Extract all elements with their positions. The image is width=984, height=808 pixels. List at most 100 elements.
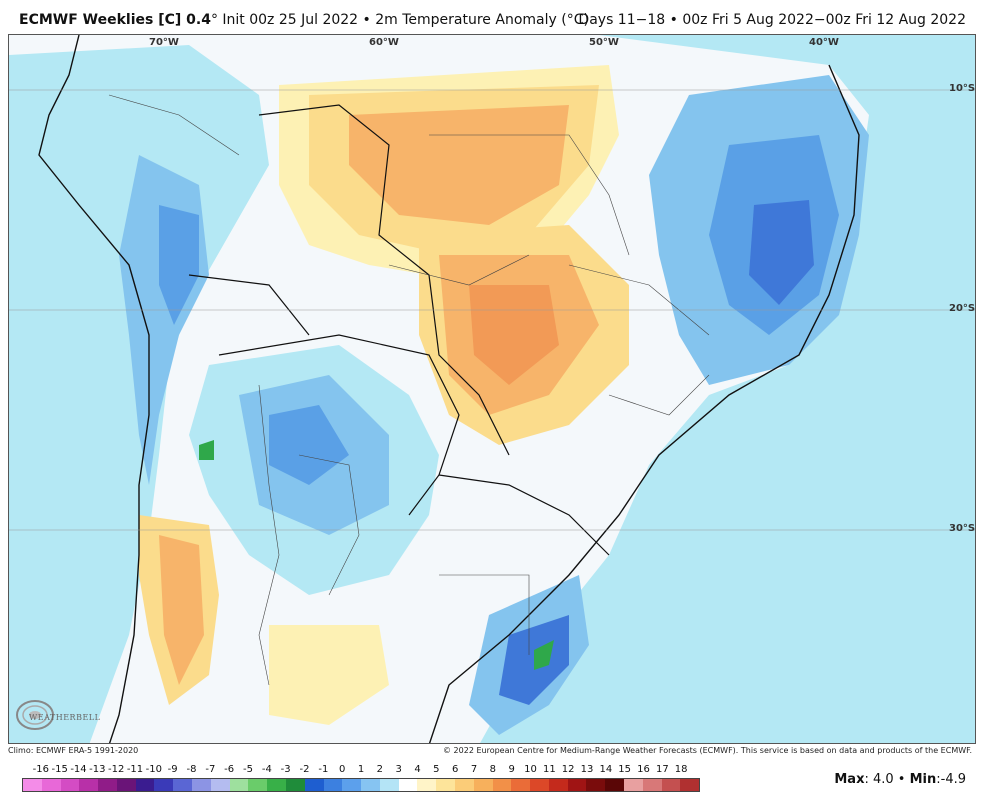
colorbar-tick-label: 15: [618, 764, 632, 775]
colorbar-tick-label: 14: [599, 764, 613, 775]
colorbar-tick-label: -7: [205, 764, 216, 775]
colorbar-segment: [642, 779, 662, 791]
colorbar-segment: [454, 779, 474, 791]
colorbar-tick-label: -6: [224, 764, 235, 775]
colorbar-segment: [417, 779, 437, 791]
colorbar-tick-label: -14: [70, 764, 87, 775]
title-description: Init 00z 25 Jul 2022 • 2m Temperature An…: [217, 12, 589, 28]
colorbar-tick-label: 10: [524, 764, 537, 775]
colorbar-tick-label: 3: [395, 764, 402, 775]
lon-label-70w: 70°W: [149, 37, 179, 48]
max-min-separator: •: [893, 772, 910, 787]
colorbar-tick-label: -12: [107, 764, 125, 775]
colorbar-tick-label: 18: [674, 764, 688, 775]
colorbar-tick-label: 6: [451, 764, 459, 775]
colorbar-tick-label: 1: [357, 764, 365, 775]
colorbar-tick-label: -9: [167, 764, 178, 775]
anomaly-andes-core: [159, 205, 199, 325]
lat-label-10s: 10°S: [949, 83, 976, 94]
colorbar-tick-label: -15: [51, 764, 68, 775]
coastline-west: [38, 35, 150, 743]
colorbar-segment: [98, 779, 117, 791]
colorbar-tick-label: 12: [561, 764, 575, 775]
colorbar-tick-label: 8: [489, 764, 497, 775]
colorbar-segment: [361, 779, 380, 791]
colorbar-segment: [210, 779, 230, 791]
colorbar-tick-label: -1: [318, 764, 329, 775]
colorbar-segment: [511, 779, 531, 791]
colorbar-tick-label: 9: [508, 764, 515, 775]
anomaly-min-green: [534, 640, 554, 670]
colorbar-tick-label: -2: [299, 764, 310, 775]
map-title: ECMWF Weeklies [C] 0.4° Init 00z 25 Jul …: [19, 12, 589, 28]
colorbar-segment: [436, 779, 455, 791]
colorbar-segment: [79, 779, 99, 791]
colorbar-tick-label: -5: [243, 764, 253, 775]
colorbar-segment: [473, 779, 493, 791]
colorbar-segment: [248, 779, 268, 791]
colorbar-segment: [304, 779, 324, 791]
colorbar-tick-label: 16: [637, 764, 650, 775]
colorbar-tick-label: -8: [186, 764, 197, 775]
colorbar-segment: [135, 779, 155, 791]
colorbar-segment: [398, 779, 418, 791]
colorbar-labels: -16 -15 -14 -13 -12 -11 -10 -9 -8 -7 -6 -5 -4 -3 -2 -1 0…: [22, 764, 700, 776]
valid-period: Days 11−18 • 00z Fri 5 Aug 2022−00z Fri …: [578, 12, 966, 28]
colorbar-tick-label: 0: [338, 764, 346, 775]
lon-label-60w: 60°W: [369, 37, 399, 48]
colorbar-tick-label: 4: [414, 764, 421, 775]
border-brazil-west: [258, 104, 510, 456]
colorbar-tick-label: -16: [32, 764, 49, 775]
header: ECMWF Weeklies [C] 0.4° Init 00z 25 Jul …: [0, 0, 984, 34]
colorbar-tick-label: 13: [580, 764, 594, 775]
colorbar-segment: [530, 779, 549, 791]
colorbar-segment: [116, 779, 136, 791]
colorbar-tick-label: -13: [89, 764, 106, 775]
min-value: :-4.9: [936, 772, 966, 787]
colorbar-segment: [680, 779, 700, 791]
max-value: : 4.0: [864, 772, 894, 787]
state-lines: [108, 94, 710, 686]
anomaly-central-core: [269, 405, 349, 485]
anomaly-east-brazil-deep: [749, 200, 814, 305]
border-uruguay: [438, 474, 610, 556]
colorbar-segment: [154, 779, 174, 791]
copyright-note: © 2022 European Centre for Medium-Range …: [443, 746, 972, 755]
colorbar-segment: [624, 779, 643, 791]
colorbar-tick-label: 2: [376, 764, 384, 775]
colorbar-tick-label: 5: [433, 764, 440, 775]
colorbar-segment: [586, 779, 606, 791]
lon-label-40w: 40°W: [809, 37, 839, 48]
weatherbell-logo: [16, 700, 54, 730]
colorbar-segment: [342, 779, 362, 791]
climo-note: Climo: ECMWF ERA-5 1991-2020: [8, 746, 139, 755]
colorbar-tick-label: 7: [470, 764, 478, 775]
anomaly-map: [9, 35, 975, 743]
colorbar-tick-label: -10: [145, 764, 162, 775]
lat-label-30s: 30°S: [949, 523, 976, 534]
colorbar-tick-label: -11: [126, 764, 144, 775]
colorbar-segment: [285, 779, 305, 791]
colorbar-segment: [492, 779, 512, 791]
colorbar: [22, 778, 700, 792]
min-label: Min: [909, 772, 937, 787]
colorbar-segment: [379, 779, 399, 791]
title-model: ECMWF Weeklies [C] 0.4: [19, 12, 211, 28]
max-label: Max: [834, 772, 865, 787]
coastline-east: [428, 64, 860, 743]
graticule: [9, 89, 975, 531]
title-degree: °: [210, 12, 218, 28]
colorbar-tick-label: 17: [655, 764, 669, 775]
colorbar-segment: [229, 779, 249, 791]
colorbar-segment: [173, 779, 193, 791]
border-bolivia: [218, 334, 460, 516]
colorbar-tick-label: -4: [261, 764, 272, 775]
anomaly-patagonia-warm: [269, 625, 389, 725]
colorbar-segment: [41, 779, 61, 791]
colorbar-segment: [267, 779, 286, 791]
colorbar-segment: [192, 779, 211, 791]
lon-label-50w: 50°W: [589, 37, 619, 48]
colorbar-segment: [605, 779, 624, 791]
map-panel: 70°W 60°W 50°W 40°W 10°S 20°S 30°S WEATH…: [8, 34, 976, 744]
colorbar-segment: [323, 779, 343, 791]
